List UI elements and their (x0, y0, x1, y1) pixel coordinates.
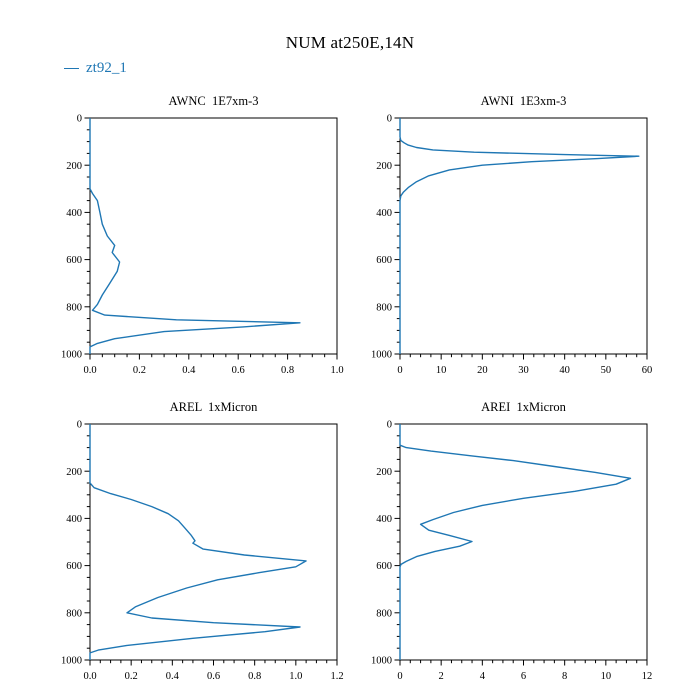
x-tick-label: 1.0 (289, 671, 302, 682)
x-tick-label: 30 (518, 365, 529, 376)
x-tick-label: 10 (601, 671, 612, 682)
y-tick-label: 600 (376, 561, 392, 572)
y-tick-label: 1000 (61, 656, 82, 667)
legend-label: zt92_1 (86, 60, 127, 76)
y-tick-label: 0 (77, 420, 82, 431)
y-tick-label: 0 (77, 114, 82, 125)
x-tick-label: 0.8 (248, 671, 261, 682)
subplot-title-arel: AREL 1xMicron (169, 400, 258, 414)
x-tick-label: 0.0 (83, 365, 96, 376)
x-tick-label: 0.2 (125, 671, 138, 682)
y-tick-label: 200 (66, 161, 82, 172)
y-tick-label: 1000 (371, 350, 392, 361)
x-tick-label: 0.4 (182, 365, 196, 376)
y-tick-label: 1000 (371, 656, 392, 667)
legend: zt92_1 (64, 60, 127, 77)
x-tick-label: 20 (477, 365, 488, 376)
x-tick-label: 0.6 (207, 671, 220, 682)
subplot-arel: AREL 1xMicron 0.0 0.2 0.4 0.6 0.8 1.0 1.2 0 200 4… (38, 400, 353, 696)
subplot-title-awni: AWNI 1E3xm-3 (480, 94, 567, 108)
x-tick-label: 1.0 (330, 365, 343, 376)
y-tick-label: 800 (66, 302, 82, 313)
page-title: NUM at250E,14N (285, 33, 415, 52)
subplot-awnc: AWNC 1E7xm-3 0.0 0.2 0.4 0.6 0.8 1.0 0 200 400 60… (38, 94, 353, 390)
y-tick-label: 0 (387, 114, 392, 125)
x-tick-label: 6 (521, 671, 526, 682)
awnc-plot: 0.0 0.2 0.4 0.6 0.8 1.0 0 200 400 600 800 1000 (61, 114, 344, 376)
profile-line (89, 424, 307, 660)
arei-plot: 0 2 4 6 8 10 12 0 200 400 600 800 1000 (371, 420, 653, 682)
profile-line (399, 424, 632, 660)
subplot-title-awnc: AWNC 1E7xm-3 (168, 94, 259, 108)
x-tick-label: 50 (601, 365, 612, 376)
x-tick-label: 12 (642, 671, 653, 682)
x-tick-label: 1.2 (330, 671, 343, 682)
x-tick-label: 10 (436, 365, 447, 376)
subplot-awni: AWNI 1E3xm-3 0 10 20 30 40 50 60 0 200 400 600 800 1… (348, 94, 663, 390)
x-tick-label: 0.0 (83, 671, 96, 682)
x-tick-label: 0.2 (133, 365, 146, 376)
profile-line (89, 118, 301, 354)
y-tick-label: 400 (66, 514, 82, 525)
x-tick-label: 60 (642, 365, 653, 376)
x-tick-label: 0.4 (166, 671, 180, 682)
subplot-title-arei: AREI 1xMicron (481, 400, 566, 414)
arel-plot: 0.0 0.2 0.4 0.6 0.8 1.0 1.2 0 200 400 600 800 1000 (61, 420, 344, 682)
plot-frame (89, 117, 338, 355)
y-tick-label: 400 (376, 208, 392, 219)
legend-line-icon (64, 68, 79, 69)
y-tick-label: 0 (387, 420, 392, 431)
x-tick-label: 0.6 (232, 365, 245, 376)
x-tick-label: 0.8 (281, 365, 294, 376)
x-tick-label: 8 (562, 671, 567, 682)
y-tick-label: 600 (376, 255, 392, 266)
y-tick-label: 800 (376, 302, 392, 313)
y-tick-label: 800 (376, 608, 392, 619)
x-tick-label: 0 (397, 365, 402, 376)
plot-frame (89, 423, 338, 661)
x-tick-label: 0 (397, 671, 402, 682)
y-tick-label: 600 (66, 561, 82, 572)
plot-frame (399, 423, 648, 661)
y-tick-label: 400 (66, 208, 82, 219)
y-tick-label: 200 (376, 467, 392, 478)
x-tick-label: 2 (439, 671, 444, 682)
y-tick-label: 800 (66, 608, 82, 619)
profile-line (399, 118, 640, 354)
x-tick-label: 40 (559, 365, 570, 376)
y-tick-label: 200 (66, 467, 82, 478)
y-tick-label: 600 (66, 255, 82, 266)
y-tick-label: 1000 (61, 350, 82, 361)
y-tick-label: 200 (376, 161, 392, 172)
subplot-arei: AREI 1xMicron 0 2 4 6 8 10 12 0 200 400 600 800 1000 (348, 400, 663, 696)
x-tick-label: 4 (480, 671, 486, 682)
y-tick-label: 400 (376, 514, 392, 525)
